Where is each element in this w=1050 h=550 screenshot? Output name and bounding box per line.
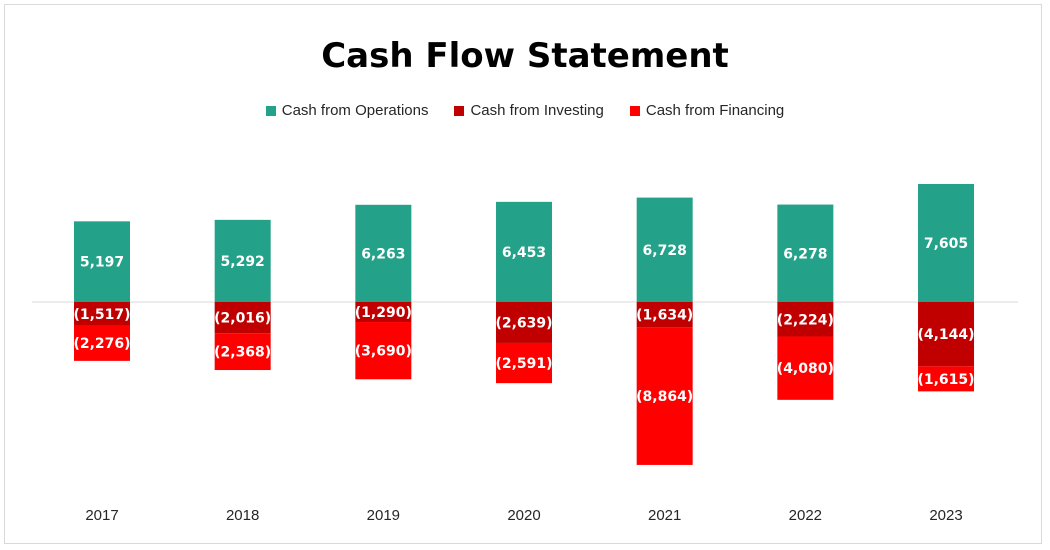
x-tick-label-2017: 2017 bbox=[85, 507, 118, 524]
bar-2019-series-2 bbox=[355, 302, 412, 323]
data-label-2022-series-1: 6,278 bbox=[783, 246, 827, 262]
data-label-2018-series-2: (2,016) bbox=[214, 311, 271, 327]
legend-label: Cash from Investing bbox=[470, 102, 604, 119]
bar-2017-series-3 bbox=[74, 325, 130, 361]
x-tick-label-2022: 2022 bbox=[789, 507, 822, 524]
data-label-2019-series-1: 6,263 bbox=[361, 246, 405, 262]
data-label-2022-series-2: (2,224) bbox=[777, 312, 834, 328]
bar-2023-series-1 bbox=[918, 183, 975, 302]
bar-2022-series-1 bbox=[777, 204, 834, 302]
bar-2021-series-1 bbox=[636, 197, 693, 302]
bar-2019-series-3 bbox=[355, 322, 412, 380]
data-label-2021-series-1: 6,728 bbox=[643, 243, 687, 259]
legend-item-1: Cash from Operations bbox=[265, 102, 429, 119]
data-label-2022-series-3: (4,080) bbox=[777, 361, 834, 377]
bar-2017-series-1 bbox=[74, 221, 130, 302]
bar-2019-series-1 bbox=[355, 204, 412, 302]
legend: Cash from Operations Cash from Investing C… bbox=[0, 102, 1050, 119]
bar-2018-series-1 bbox=[214, 219, 271, 302]
data-label-2017-series-3: (2,276) bbox=[73, 336, 130, 352]
data-label-2017-series-1: 5,197 bbox=[80, 255, 124, 271]
data-label-2023-series-3: (1,615) bbox=[917, 372, 974, 388]
bar-2022-series-2 bbox=[777, 302, 834, 337]
bar-2023-series-3 bbox=[918, 366, 975, 392]
bar-2020-series-1 bbox=[496, 201, 553, 302]
bar-2020-series-3 bbox=[496, 342, 553, 384]
x-tick-label-2023: 2023 bbox=[929, 507, 962, 524]
bar-2018-series-3 bbox=[214, 333, 271, 371]
x-tick-label-2020: 2020 bbox=[507, 507, 540, 524]
chart-title: Cash Flow Statement bbox=[321, 36, 729, 76]
legend-swatch bbox=[629, 105, 640, 116]
bar-2022-series-3 bbox=[777, 336, 834, 400]
data-label-2019-series-3: (3,690) bbox=[355, 344, 412, 360]
bar-2023-series-2 bbox=[918, 302, 975, 367]
data-label-2023-series-1: 7,605 bbox=[924, 236, 968, 252]
bar-2020-series-2 bbox=[496, 302, 553, 343]
data-label-2021-series-3: (8,864) bbox=[636, 389, 693, 405]
x-tick-label-2018: 2018 bbox=[226, 507, 259, 524]
data-label-2020-series-1: 6,453 bbox=[502, 245, 546, 261]
data-label-2021-series-2: (1,634) bbox=[636, 308, 693, 324]
legend-label: Cash from Operations bbox=[281, 102, 429, 119]
legend-item-2: Cash from Investing bbox=[454, 102, 604, 119]
data-label-2020-series-3: (2,591) bbox=[495, 356, 552, 372]
x-tick-label-2019: 2019 bbox=[367, 507, 400, 524]
legend-label: Cash from Financing bbox=[645, 102, 785, 119]
bar-2018-series-2 bbox=[214, 302, 271, 334]
data-label-2023-series-2: (4,144) bbox=[917, 327, 974, 343]
data-label-2017-series-2: (1,517) bbox=[73, 307, 130, 323]
legend-swatch bbox=[454, 105, 465, 116]
legend-swatch bbox=[265, 105, 276, 116]
bar-2017-series-2 bbox=[74, 302, 130, 326]
bar-2021-series-3 bbox=[636, 327, 693, 465]
data-label-2018-series-1: 5,292 bbox=[221, 254, 265, 270]
bar-2021-series-2 bbox=[636, 302, 693, 328]
data-label-2020-series-2: (2,639) bbox=[495, 315, 552, 331]
x-tick-label-2021: 2021 bbox=[648, 507, 681, 524]
data-label-2018-series-3: (2,368) bbox=[214, 345, 271, 361]
legend-item-3: Cash from Financing bbox=[629, 102, 785, 119]
data-label-2019-series-2: (1,290) bbox=[355, 305, 412, 321]
